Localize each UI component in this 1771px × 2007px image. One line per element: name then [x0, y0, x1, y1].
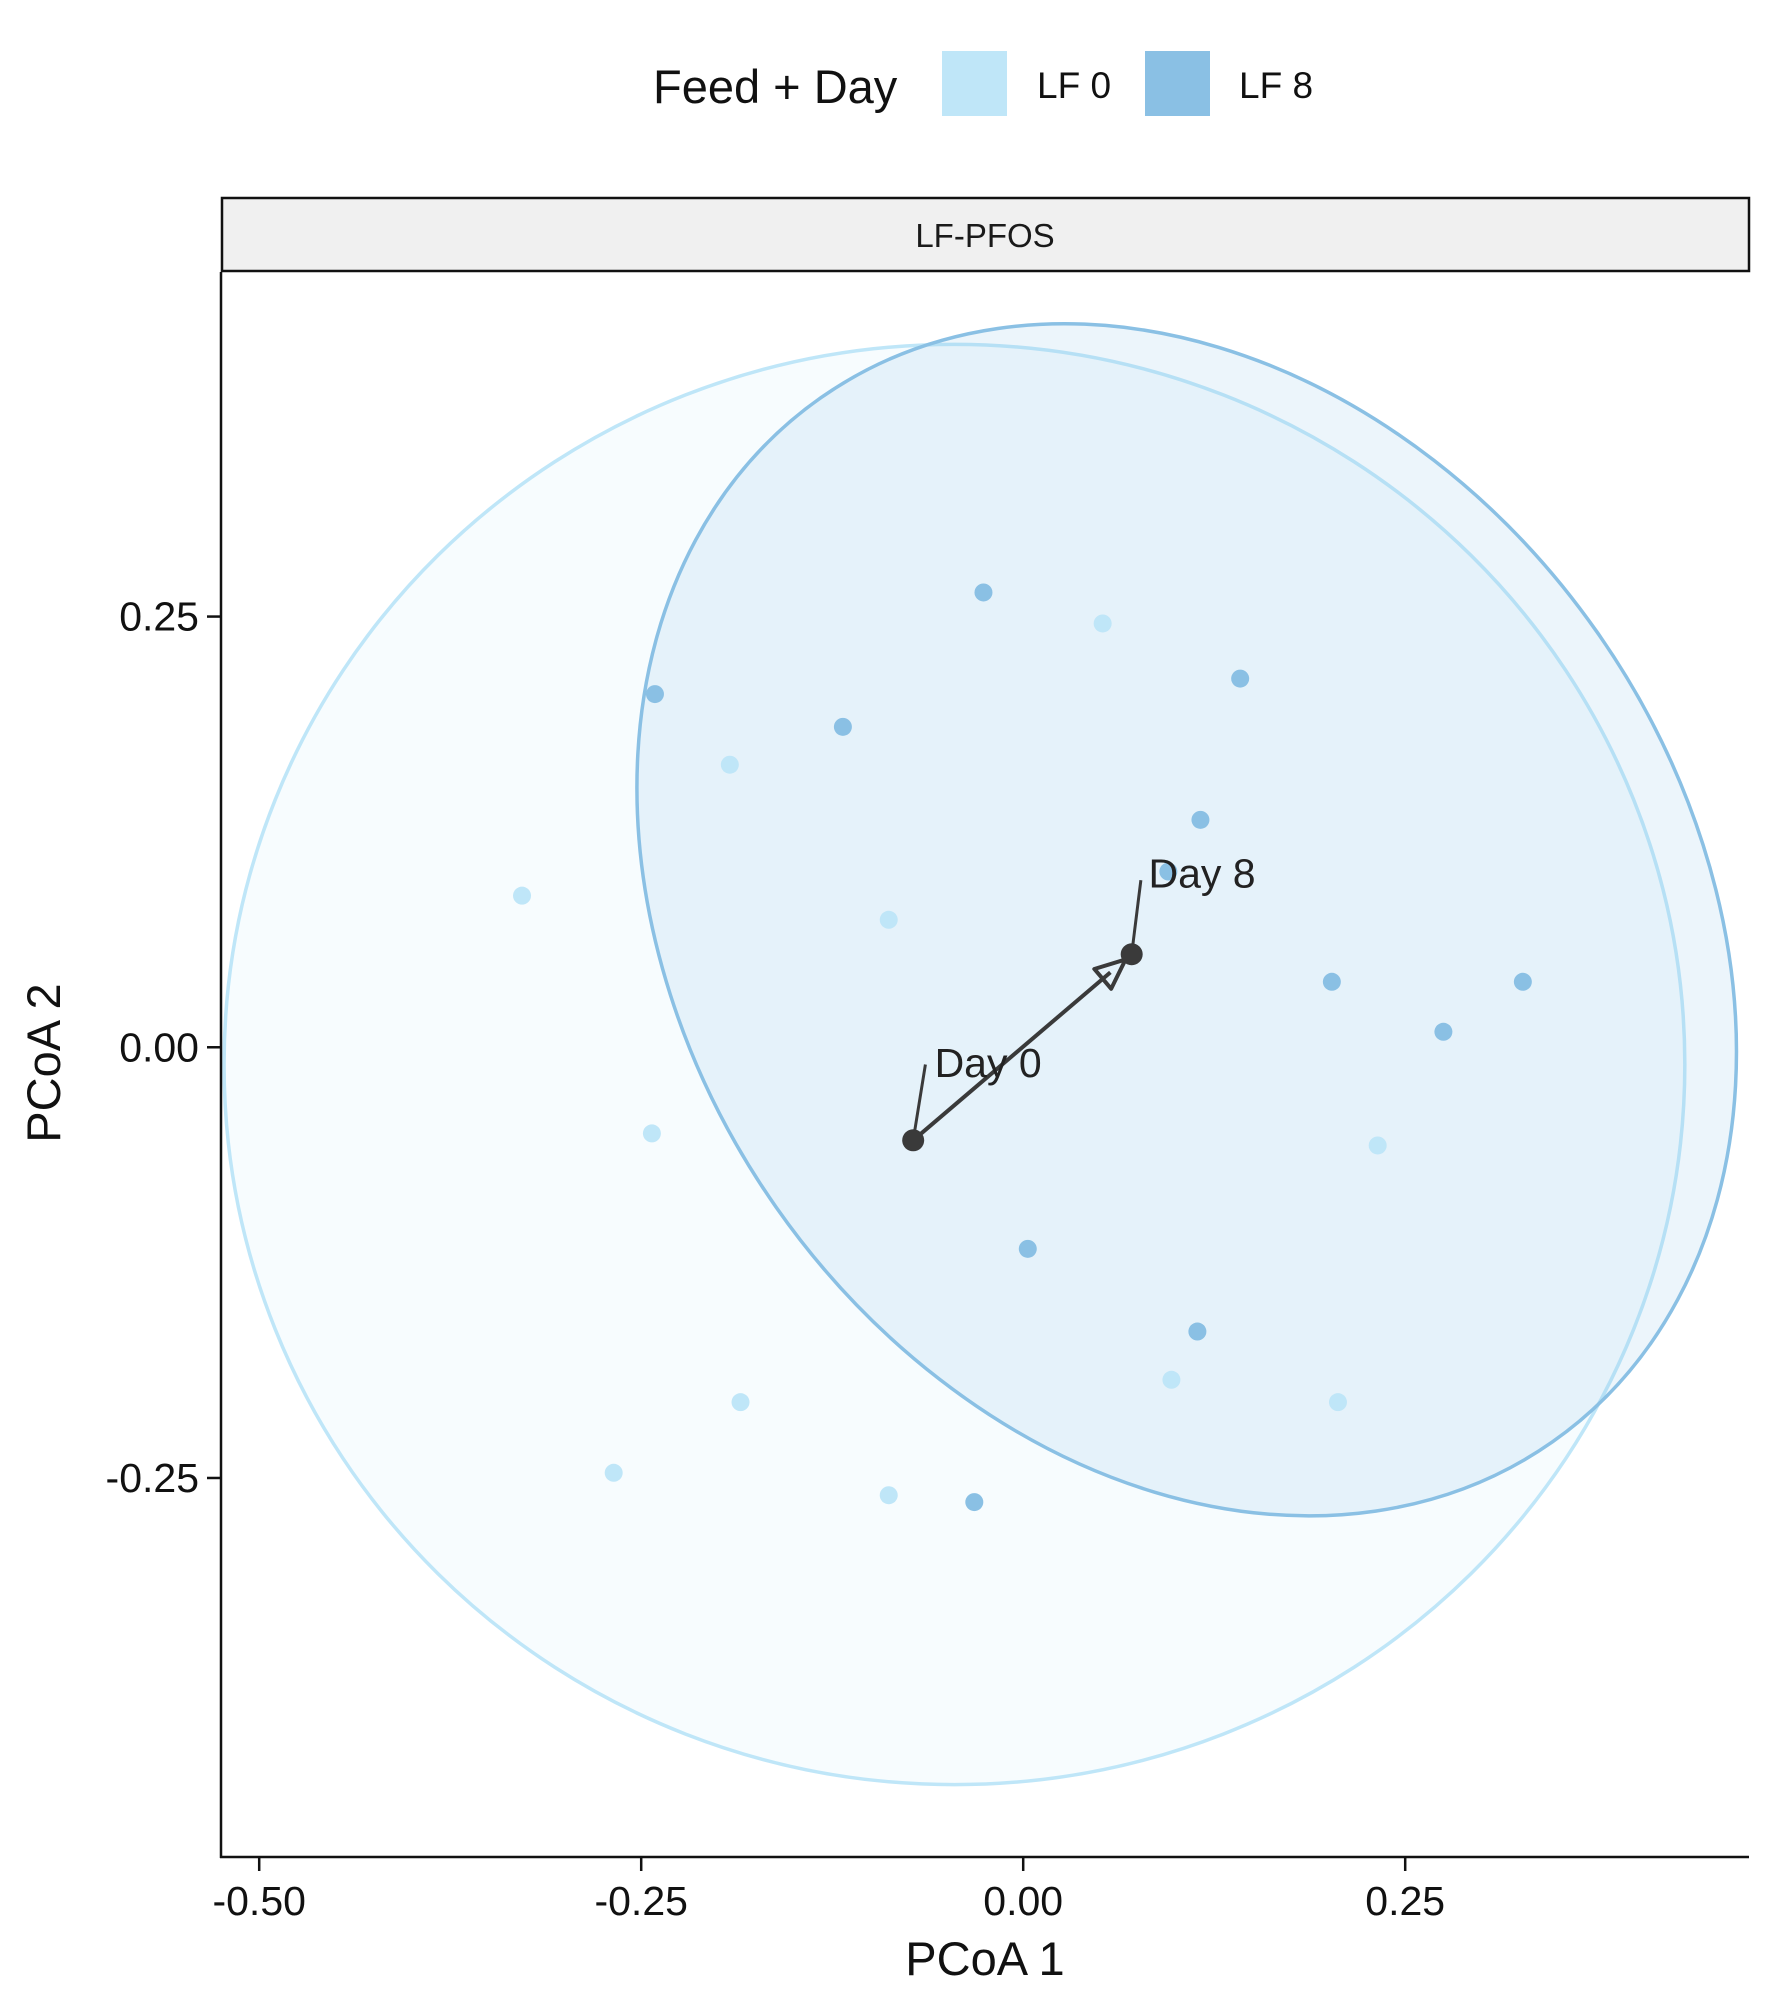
x-axis-ticks: -0.50 -0.25 0.00 0.25 — [212, 1857, 1445, 1924]
point-lf-0 — [879, 1486, 898, 1505]
point-lf-0 — [1328, 1393, 1347, 1412]
ellipse-lf-8 — [635, 321, 1739, 1518]
point-lf-8 — [1191, 810, 1210, 829]
point-lf-8 — [1513, 972, 1532, 991]
point-lf-0 — [1368, 1136, 1387, 1155]
point-lf-8 — [1231, 669, 1250, 688]
y-tick-label: 0.25 — [119, 594, 199, 640]
centroid-trajectory: Day 0 Day 8 — [902, 850, 1256, 1152]
point-lf-0 — [1093, 614, 1112, 633]
point-lf-8 — [833, 717, 852, 736]
x-tick-label: -0.50 — [212, 1878, 305, 1924]
centroid-label-day-8: Day 8 — [1148, 850, 1255, 896]
centroid-label-day-0: Day 0 — [935, 1040, 1042, 1086]
y-tick-label: -0.25 — [106, 1455, 199, 1501]
confidence-ellipses — [222, 321, 1739, 1787]
ellipse-lf-0 — [222, 342, 1687, 1787]
point-lf-8 — [974, 583, 993, 602]
point-lf-8 — [1434, 1022, 1453, 1041]
legend-title: Feed + Day — [653, 60, 898, 113]
point-lf-8 — [645, 685, 664, 704]
point-lf-0 — [642, 1124, 661, 1143]
point-lf-0 — [720, 755, 739, 774]
legend-label-lf8: LF 8 — [1239, 65, 1313, 106]
point-lf-8 — [1188, 1322, 1207, 1341]
data-points — [513, 583, 1532, 1512]
y-axis-ticks: -0.25 0.00 0.25 — [106, 594, 221, 1501]
point-lf-8 — [1018, 1239, 1037, 1258]
y-axis-title: PCoA 2 — [17, 983, 70, 1142]
point-lf-0 — [513, 886, 532, 905]
point-lf-0 — [604, 1463, 623, 1482]
centroid-day-8 — [1120, 943, 1143, 966]
centroid-leader-day-0 — [911, 1064, 927, 1141]
centroid-day-0 — [902, 1129, 925, 1152]
trajectory-line — [911, 970, 1112, 1142]
legend-key-lf0 — [942, 51, 1007, 116]
legend: Feed + Day LF 0 LF 8 — [653, 51, 1313, 116]
centroid-leader-day-8 — [1130, 879, 1143, 955]
x-tick-label: -0.25 — [594, 1878, 687, 1924]
facet-title: LF-PFOS — [915, 217, 1054, 254]
point-lf-0 — [731, 1393, 750, 1412]
x-axis-title: PCoA 1 — [905, 1932, 1064, 1985]
facet-strip: LF-PFOS — [220, 196, 1751, 273]
point-lf-8 — [1159, 862, 1178, 881]
point-lf-0 — [879, 910, 898, 929]
y-tick-label: 0.00 — [119, 1024, 199, 1070]
point-lf-8 — [965, 1493, 984, 1512]
point-lf-0 — [1162, 1370, 1181, 1389]
x-tick-label: 0.25 — [1365, 1878, 1445, 1924]
legend-key-lf8 — [1145, 51, 1210, 116]
point-lf-8 — [1322, 972, 1341, 991]
trajectory-arrowhead — [1092, 957, 1128, 991]
x-tick-label: 0.00 — [983, 1878, 1063, 1924]
facet-strip-background — [220, 196, 1751, 273]
legend-label-lf0: LF 0 — [1037, 65, 1111, 106]
